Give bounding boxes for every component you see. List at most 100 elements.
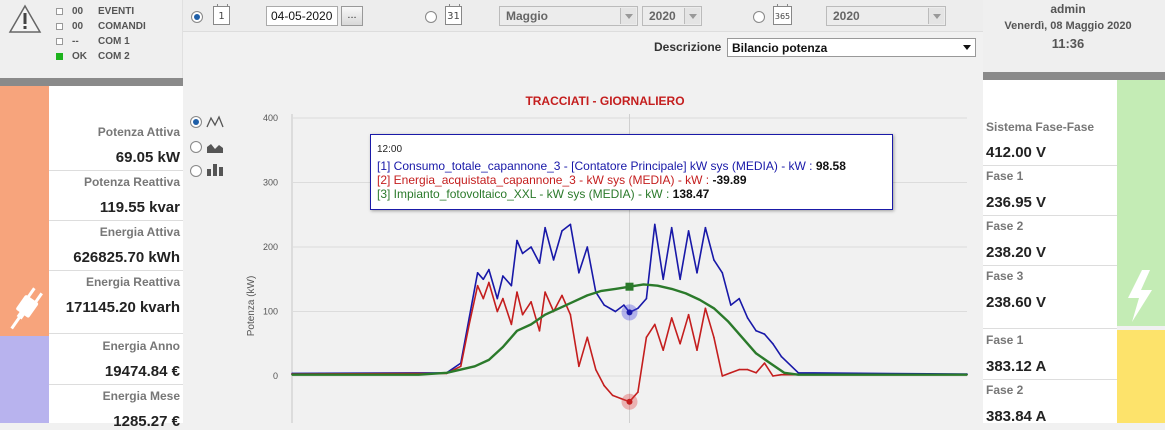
month-energy-value: 1285.27 €: [113, 413, 180, 430]
cost-color-strip: [0, 336, 49, 423]
year-radio[interactable]: [753, 11, 765, 23]
series-1-point: [763, 333, 766, 335]
bar-chart-icon: [207, 164, 223, 176]
series-2-point: [687, 313, 690, 316]
date-picker-button[interactable]: ...: [341, 6, 363, 26]
series-3-point: [656, 284, 659, 287]
phase-phase-voltage-label: Sistema Fase-Fase: [986, 120, 1095, 134]
series-1-point: [516, 239, 518, 242]
series-2-point: [637, 391, 639, 393]
series-2-point: [468, 323, 470, 326]
month-year-select[interactable]: 2020: [642, 6, 702, 26]
series-2-point: [679, 342, 681, 345]
series-1-point: [552, 259, 555, 261]
series-3-point: [445, 371, 448, 374]
status-indicator-eventi: [56, 7, 63, 15]
series-1-point: [780, 355, 783, 358]
divider: [49, 270, 183, 271]
warning-icon: [8, 4, 42, 33]
series-1-point: [755, 330, 757, 332]
day-radio[interactable]: [191, 11, 203, 23]
series-1-point: [561, 230, 563, 232]
series-2-point: [578, 365, 580, 368]
user-panel: admin Venerdì, 08 Maggio 2020 11:36: [983, 0, 1165, 72]
series-1-point: [623, 304, 625, 306]
series-3-point: [474, 365, 476, 368]
electrical-values-panel: [983, 80, 1117, 423]
status-eventi[interactable]: 00 EVENTI: [56, 6, 134, 17]
series-2-point: [496, 310, 499, 313]
series-3-point: [741, 336, 743, 339]
series-3-point: [797, 373, 800, 376]
series-3-point: [417, 373, 420, 376]
status-indicator-comandi: [56, 22, 63, 30]
series-2-point: [476, 284, 479, 287]
phase2-voltage-label: Fase 2: [986, 219, 1024, 233]
year-select[interactable]: 2020: [826, 6, 946, 26]
user-name[interactable]: admin: [1050, 2, 1086, 16]
series-3-point: [502, 346, 504, 348]
current-time: 11:36: [1051, 36, 1085, 51]
y-tick-label: 300: [263, 178, 278, 188]
series-3-point: [769, 362, 771, 364]
status-panel: 00 EVENTI 00 COMANDI -- COM 1 OK COM 2: [0, 0, 183, 80]
series-3-point: [642, 283, 645, 286]
power-chart[interactable]: TRACCIATI - GIORNALIERO Potenza (kW) 0 10…: [183, 84, 983, 423]
active-power-label: Potenza Attiva: [97, 125, 180, 139]
status-comandi[interactable]: 00 COMANDI: [56, 21, 146, 32]
series-2-point: [502, 297, 504, 300]
chart-tooltip: 12:00 [1] Consumo_totale_capannone_3 - […: [370, 134, 893, 210]
calendar-day-icon: 1: [213, 4, 230, 25]
status-indicator-com1: [56, 37, 63, 45]
phase1-voltage-label: Fase 1: [986, 169, 1024, 183]
bar-chart-radio[interactable]: [190, 165, 202, 177]
series-1-point: [687, 230, 690, 232]
series-1-point: [729, 304, 732, 306]
series-3-point: [966, 373, 968, 376]
month-energy-label: Energia Mese: [102, 389, 180, 403]
series-2-point: [516, 291, 518, 293]
status-com1[interactable]: -- COM 1: [56, 36, 130, 47]
series-2-point: [713, 336, 715, 339]
phase2-voltage-value: 238.20 V: [986, 244, 1047, 261]
chart-markers: [621, 282, 638, 410]
day-date-input[interactable]: 04-05-2020: [266, 6, 338, 26]
series-2-point: [530, 301, 532, 303]
divider: [983, 215, 1117, 216]
y-axis-label: Potenza (kW): [246, 276, 257, 337]
series-2-point: [780, 373, 783, 376]
series-1-point: [578, 272, 580, 274]
tooltip-time: 12:00: [377, 144, 403, 155]
series-3-point: [727, 320, 729, 322]
series-1-point: [614, 310, 617, 313]
status-com2[interactable]: OK COM 2: [56, 51, 130, 62]
description-select[interactable]: Bilancio potenza: [727, 38, 976, 57]
month-radio[interactable]: [425, 11, 437, 23]
series-1-point: [679, 278, 681, 281]
divider: [983, 265, 1117, 266]
reactive-power-label: Potenza Reattiva: [83, 175, 180, 189]
status-divider: [0, 78, 183, 86]
series-1-point: [721, 272, 724, 274]
chart-panel: [183, 60, 983, 423]
phase2-current-value: 383.84 A: [986, 408, 1047, 425]
series-3-point: [586, 294, 589, 297]
series-1-point: [530, 246, 532, 248]
y-tick-label: 400: [263, 113, 278, 123]
series-2-point: [670, 317, 673, 319]
area-chart-radio[interactable]: [190, 141, 202, 153]
series-1-point: [488, 268, 490, 271]
month-select[interactable]: Maggio: [499, 6, 638, 26]
phase2-current-label: Fase 2: [986, 383, 1024, 397]
divider: [49, 220, 183, 221]
series-2-point: [611, 394, 614, 397]
phase-phase-voltage-value: 412.00 V: [986, 144, 1047, 161]
line-chart-radio[interactable]: [190, 116, 202, 128]
series-2-point: [772, 375, 774, 377]
tooltip-series-1: [1] Consumo_totale_capannone_3 - [Contat…: [377, 159, 846, 173]
series-1-point: [645, 297, 648, 300]
series-2-point: [521, 313, 524, 316]
series-1-point: [482, 278, 485, 281]
series-1-point: [468, 317, 470, 319]
chevron-down-icon: [684, 8, 700, 24]
